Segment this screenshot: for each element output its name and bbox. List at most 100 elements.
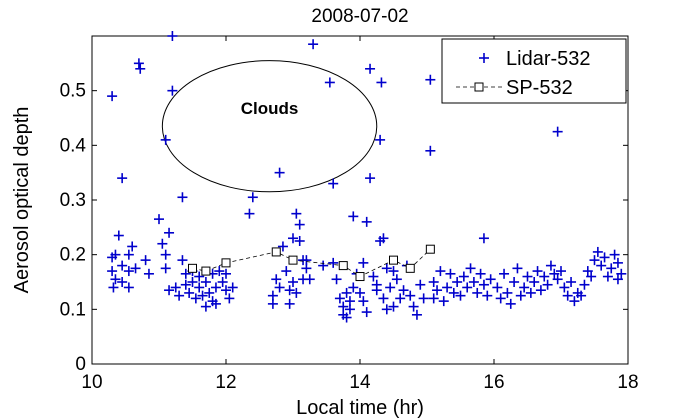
lidar-point <box>281 266 292 277</box>
lidar-point <box>499 268 510 279</box>
lidar-point <box>210 298 221 309</box>
lidar-point <box>502 287 513 298</box>
lidar-point <box>341 287 352 298</box>
lidar-point <box>135 63 146 74</box>
lidar-point <box>596 260 607 271</box>
lidar-point <box>539 271 550 282</box>
lidar-point <box>358 296 369 307</box>
lidar-point <box>368 271 379 282</box>
lidar-point <box>190 293 201 304</box>
lidar-point <box>612 274 623 285</box>
series-lidar-532 <box>107 31 627 323</box>
lidar-point <box>495 293 506 304</box>
lidar-point <box>227 282 238 293</box>
lidar-point <box>164 227 175 238</box>
lidar-point <box>184 287 195 298</box>
lidar-point <box>187 277 198 287</box>
legend-sp-marker <box>456 82 502 92</box>
lidar-point <box>478 233 489 244</box>
y-axis-label: Aerosol optical depth <box>11 107 33 294</box>
lidar-point <box>566 277 577 287</box>
clouds-ellipse <box>161 60 378 193</box>
lidar-point <box>365 63 376 74</box>
lidar-point <box>442 282 453 293</box>
clouds-label: Clouds <box>241 99 299 118</box>
lidar-point <box>458 271 469 282</box>
x-tick-label: 18 <box>617 372 638 393</box>
legend-sp-label: SP-532 <box>506 77 573 99</box>
lidar-point <box>365 173 376 184</box>
lidar-point <box>288 277 298 287</box>
sp-line <box>192 248 431 277</box>
lidar-point <box>274 282 285 293</box>
x-axis: 10 12 14 16 18 <box>81 36 639 393</box>
lidar-point <box>425 145 436 156</box>
lidar-point <box>576 290 587 301</box>
lidar-point <box>214 266 225 277</box>
lidar-point <box>432 285 443 296</box>
lidar-point <box>361 216 372 227</box>
lidar-point <box>552 126 563 137</box>
sp-point <box>188 263 197 273</box>
lidar-point <box>405 290 416 301</box>
lidar-point <box>515 290 526 301</box>
lidar-point <box>170 282 181 293</box>
lidar-point <box>130 263 141 274</box>
lidar-point <box>277 241 288 252</box>
lidar-point <box>157 238 168 249</box>
lidar-point <box>167 85 178 96</box>
legend: Lidar-532 SP-532 <box>441 38 627 104</box>
lidar-point <box>291 208 302 219</box>
lidar-point <box>284 285 295 296</box>
lidar-point <box>381 263 392 274</box>
lidar-point <box>612 257 623 268</box>
lidar-point <box>616 268 627 279</box>
lidar-point <box>606 263 617 274</box>
lidar-point <box>375 134 386 145</box>
sp-point <box>221 258 231 268</box>
lidar-point <box>492 282 503 293</box>
lidar-point <box>200 277 211 287</box>
chart-title: 2008-07-02 <box>311 6 408 27</box>
lidar-point <box>291 287 302 298</box>
lidar-point <box>378 293 389 304</box>
lidar-point <box>545 260 556 271</box>
lidar-point <box>324 77 335 88</box>
lidar-point <box>519 282 530 293</box>
lidar-point <box>371 279 382 290</box>
lidar-point <box>361 307 372 318</box>
lidar-point <box>388 301 399 312</box>
lidar-point <box>609 249 620 260</box>
lidar-point <box>143 268 154 279</box>
legend-lidar-marker <box>479 53 489 63</box>
x-axis-label: Local time (hr) <box>296 397 424 419</box>
sp-point <box>288 255 298 265</box>
y-tick-label: 0.3 <box>60 190 86 211</box>
lidar-point <box>271 274 282 285</box>
lidar-point <box>204 287 215 298</box>
lidar-point <box>586 271 597 282</box>
lidar-point <box>164 285 175 296</box>
lidar-point <box>478 279 489 290</box>
lidar-point <box>388 266 399 277</box>
lidar-point <box>525 287 536 298</box>
sp-point <box>201 266 211 276</box>
lidar-point <box>334 293 345 304</box>
lidar-point <box>284 298 295 309</box>
lidar-point <box>107 266 118 277</box>
lidar-point <box>468 277 479 287</box>
lidar-point <box>348 211 359 222</box>
lidar-point <box>355 287 365 298</box>
lidar-point <box>197 290 208 301</box>
lidar-point <box>160 263 171 274</box>
x-tick-label: 14 <box>349 372 371 393</box>
lidar-point <box>358 257 369 268</box>
lidar-point <box>328 257 339 268</box>
lidar-point <box>602 271 613 282</box>
y-tick-label: 0.1 <box>60 299 86 320</box>
lidar-point <box>160 134 171 145</box>
lidar-point <box>569 296 580 307</box>
lidar-point <box>535 285 546 296</box>
lidar-point <box>244 208 255 219</box>
